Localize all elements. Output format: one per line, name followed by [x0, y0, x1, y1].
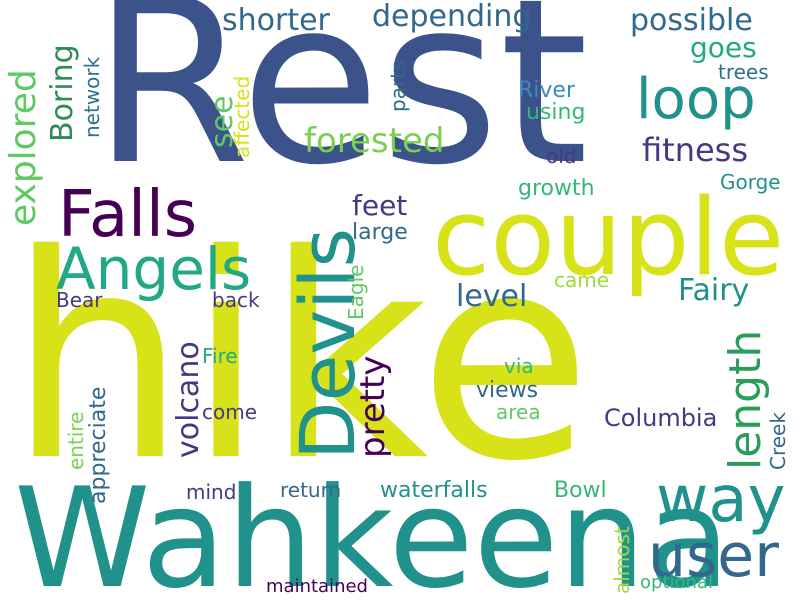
word-way: way — [656, 463, 786, 537]
word-possible: possible — [630, 3, 753, 38]
word-pretty: pretty — [353, 355, 393, 458]
word-gorge: Gorge — [720, 170, 781, 194]
word-bear: Bear — [56, 288, 103, 312]
word-hike: hike — [8, 194, 592, 523]
word-old: old — [546, 144, 577, 168]
word-eagle: Eagle — [344, 264, 368, 320]
word-user: user — [648, 521, 779, 591]
word-creek: Creek — [766, 412, 790, 470]
word-couple: couple — [432, 176, 785, 299]
word-falls: Falls — [58, 178, 198, 252]
word-entire: entire — [64, 411, 88, 470]
word-goes: goes — [690, 31, 757, 64]
word-waterfalls: waterfalls — [380, 478, 488, 503]
word-columbia: Columbia — [604, 404, 718, 432]
word-come: come — [202, 400, 258, 424]
word-return: return — [280, 478, 342, 502]
word-volcano: volcano — [171, 341, 206, 458]
word-angels: Angels — [56, 235, 252, 303]
word-rest: Rest — [92, 0, 589, 215]
word-wahkeena: Wahkeena — [14, 458, 731, 600]
word-fairy: Fairy — [678, 273, 750, 308]
word-depending: depending — [372, 0, 532, 34]
word-feet: feet — [352, 189, 408, 222]
word-boring: Boring — [45, 44, 80, 142]
word-back: back — [212, 288, 260, 312]
word-mind: mind — [186, 480, 237, 504]
word-using: using — [526, 100, 586, 125]
word-came: came — [554, 268, 610, 292]
word-river: River — [518, 78, 575, 103]
word-bowl: Bowl — [554, 478, 607, 503]
word-length: length — [720, 329, 771, 470]
word-maintained: maintained — [266, 576, 368, 597]
word-loop: loop — [636, 67, 756, 132]
word-almost: almost — [610, 526, 634, 594]
word-parts: parts — [386, 60, 410, 112]
word-forested: forested — [304, 121, 445, 161]
word-appreciate: appreciate — [86, 386, 111, 504]
word-optional: optional — [640, 572, 713, 593]
word-via: via — [504, 354, 534, 378]
word-affected: affected — [230, 75, 254, 158]
word-trees: trees — [718, 60, 769, 84]
word-level: level — [456, 279, 528, 314]
word-fitness: fitness — [642, 131, 749, 169]
word-large: large — [352, 220, 408, 245]
word-explored: explored — [3, 69, 44, 226]
word-fire: Fire — [202, 344, 238, 368]
word-growth: growth — [518, 176, 595, 201]
word-shorter: shorter — [222, 3, 330, 38]
word-area: area — [496, 400, 541, 424]
word-views: views — [476, 378, 539, 403]
word-network: network — [80, 56, 104, 138]
